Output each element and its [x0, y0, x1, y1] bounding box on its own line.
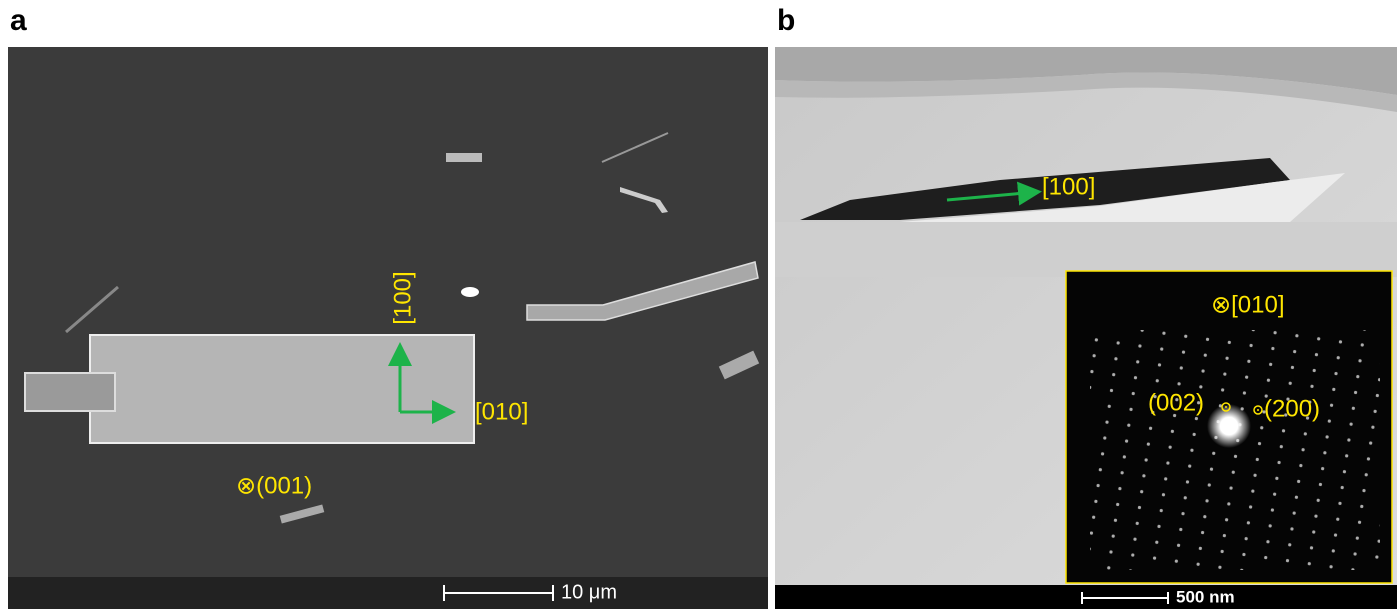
spot-marker: [1257, 409, 1259, 411]
sem-image: [8, 47, 768, 609]
figure: a [100] [010] ⊗(001) 10 μm b [100]: [0, 0, 1397, 609]
scale-label: 10 μm: [561, 581, 617, 603]
spot-label: (200): [1264, 395, 1320, 422]
plane-label: ⊗(001): [236, 472, 312, 499]
spot-label: (002): [1148, 389, 1204, 416]
spot-marker: [1225, 406, 1227, 408]
scale-label: 500 nm: [1176, 587, 1235, 606]
zone-axis-label: ⊗[010]: [1211, 291, 1285, 318]
direction-label: [100]: [1042, 173, 1095, 200]
panel-label: b: [777, 4, 795, 37]
panel-label: a: [10, 4, 27, 37]
direction-label: [100]: [389, 271, 416, 324]
direction-label: [010]: [475, 398, 528, 425]
